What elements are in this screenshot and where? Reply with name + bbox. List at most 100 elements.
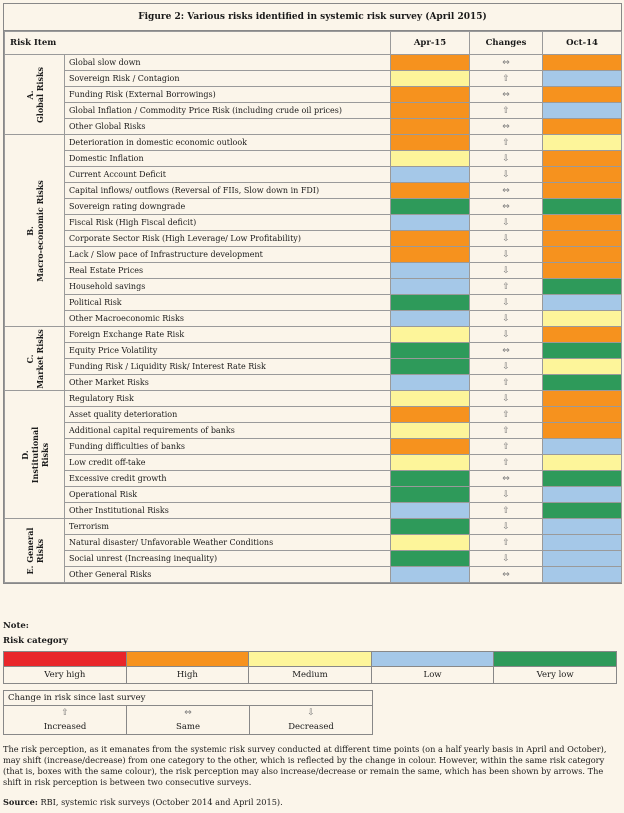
legend-swatch-very-low <box>494 652 616 666</box>
oct-risk-cell <box>542 406 623 423</box>
change-legend-decreased: Decreased <box>288 722 334 732</box>
change-legend-arrows: ⇧ ⇔ ⇩ <box>4 706 372 720</box>
category-label-line: E. General <box>24 527 35 574</box>
apr-risk-cell <box>390 326 471 343</box>
category-label-line: Macro-economic Risks <box>34 179 45 282</box>
oct-risk-cell <box>542 278 623 295</box>
apr-risk-cell <box>390 470 471 487</box>
arrow-down-icon: ⇩ <box>469 150 544 167</box>
change-legend-labels: Increased Same Decreased <box>4 720 372 734</box>
apr-risk-cell <box>390 278 471 295</box>
table-row: Additional capital requirements of banks… <box>5 422 623 439</box>
header-oct: Oct-14 <box>542 31 623 55</box>
table-row: Political Risk ⇩ <box>5 294 623 311</box>
arrow-left-right-icon: ⇔ <box>469 470 544 487</box>
table-row: Real Estate Prices ⇩ <box>5 262 623 279</box>
apr-risk-cell <box>390 486 471 503</box>
legend-label-medium: Medium <box>249 667 372 683</box>
apr-risk-cell <box>390 454 471 471</box>
table-row: Low credit off-take ⇧ <box>5 454 623 471</box>
table-row: Other Global Risks ⇔ <box>5 118 623 135</box>
risk-figure: Figure 2: Various risks identified in sy… <box>3 3 623 584</box>
oct-risk-cell <box>542 86 623 103</box>
table-row: Asset quality deterioration ⇧ <box>5 406 623 423</box>
oct-risk-cell <box>542 134 623 151</box>
risk-item-name: Domestic Inflation <box>63 150 392 167</box>
risk-item-name: Global Inflation / Commodity Price Risk … <box>63 102 392 119</box>
arrow-down-icon: ⇩ <box>469 358 544 375</box>
oct-risk-cell <box>542 486 623 503</box>
risk-item-name: Additional capital requirements of banks <box>63 422 392 439</box>
risk-item-name: Political Risk <box>63 294 392 311</box>
apr-risk-cell <box>390 310 471 327</box>
table-row: Natural disaster/ Unfavorable Weather Co… <box>5 534 623 551</box>
change-legend-same: Same <box>127 720 250 734</box>
category-label-line: Risks <box>39 442 50 467</box>
apr-risk-cell <box>390 566 471 583</box>
risk-item-name: Other Global Risks <box>63 118 392 135</box>
arrow-up-icon: ⇧ <box>469 134 544 151</box>
risk-item-name: Fiscal Risk (High Fiscal deficit) <box>63 214 392 231</box>
risk-item-name: Excessive credit growth <box>63 470 392 487</box>
arrow-left-right-icon: ⇔ <box>469 118 544 135</box>
oct-risk-cell <box>542 230 623 247</box>
change-legend-title: Change in risk since last survey <box>4 691 372 706</box>
risk-item-name: Asset quality deterioration <box>63 406 392 423</box>
apr-risk-cell <box>390 134 471 151</box>
arrow-down-icon: ⇩ <box>469 326 544 343</box>
apr-risk-cell <box>390 214 471 231</box>
legend-label-very-low: Very low <box>536 670 574 680</box>
apr-risk-cell <box>390 550 471 567</box>
apr-risk-cell <box>390 502 471 519</box>
table-row: Operational Risk ⇩ <box>5 486 623 503</box>
table-row: Domestic Inflation ⇩ <box>5 150 623 167</box>
source-label: Source: <box>3 797 38 807</box>
apr-risk-cell <box>390 294 471 311</box>
apr-risk-cell <box>390 150 471 167</box>
arrow-left-right-icon: ⇔ <box>469 342 544 359</box>
apr-risk-cell <box>390 534 471 551</box>
arrow-down-icon: ⇩ <box>469 230 544 247</box>
risk-item-name: Other Macroeconomic Risks <box>63 310 392 327</box>
category-label-line: Institutional <box>29 426 40 483</box>
arrow-down-icon: ⇩ <box>469 550 544 567</box>
arrow-down-icon: ⇩ <box>469 518 544 535</box>
arrow-down-icon: ⇩ <box>307 708 315 718</box>
risk-item-name: Other General Risks <box>63 566 392 583</box>
category-cell: B. Macro-economic Risks <box>4 134 65 327</box>
arrow-up-icon: ⇧ <box>4 706 127 720</box>
risk-item-name: Real Estate Prices <box>63 262 392 279</box>
oct-risk-cell <box>542 262 623 279</box>
apr-risk-cell <box>390 438 471 455</box>
footnote: The risk perception, as it emanates from… <box>3 744 607 787</box>
arrow-up-icon: ⇧ <box>469 406 544 423</box>
risk-item-name: Lack / Slow pace of Infrastructure devel… <box>63 246 392 263</box>
oct-risk-cell <box>542 214 623 231</box>
table-row: Capital inflows/ outflows (Reversal of F… <box>5 182 623 199</box>
category-label-line: Global Risks <box>34 66 45 123</box>
table-row: Other Macroeconomic Risks ⇩ <box>5 310 623 327</box>
oct-risk-cell <box>542 566 623 583</box>
oct-risk-cell <box>542 454 623 471</box>
table-row: D. Institutional Risks Regulatory Risk ⇩ <box>4 390 623 519</box>
arrow-down-icon: ⇩ <box>469 246 544 263</box>
arrow-down-icon: ⇩ <box>469 390 544 407</box>
oct-risk-cell <box>542 118 623 135</box>
legend-labels: Very high High Medium Low Very low <box>3 667 617 684</box>
oct-risk-cell <box>542 534 623 551</box>
legend-swatch-high <box>126 652 250 666</box>
arrow-left-right-icon: ⇔ <box>469 198 544 215</box>
risk-item-name: Other Market Risks <box>63 374 392 391</box>
risk-table-body: A. Global Risks Global slow down ⇔ Sovereign… <box>4 54 623 583</box>
oct-risk-cell <box>542 294 623 311</box>
arrow-up-icon: ⇧ <box>469 454 544 471</box>
legend-swatch-low <box>371 652 495 666</box>
oct-risk-cell <box>542 518 623 535</box>
apr-risk-cell <box>390 390 471 407</box>
table-row: Fiscal Risk (High Fiscal deficit) ⇩ <box>5 214 623 231</box>
table-row: Funding difficulties of banks ⇧ <box>5 438 623 455</box>
legend-swatches <box>3 651 617 667</box>
risk-item-name: Terrorism <box>63 518 392 535</box>
arrow-down-icon: ⇩ <box>469 486 544 503</box>
apr-risk-cell <box>390 374 471 391</box>
